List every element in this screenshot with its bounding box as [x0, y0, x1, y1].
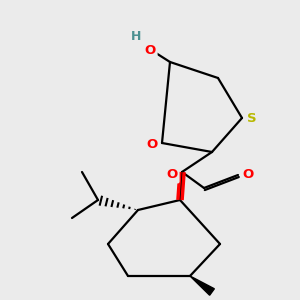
Text: O: O [144, 44, 156, 56]
Text: H: H [131, 29, 141, 43]
Text: O: O [167, 169, 178, 182]
Text: S: S [247, 112, 257, 124]
Text: O: O [146, 139, 158, 152]
Polygon shape [190, 276, 214, 295]
Text: O: O [242, 169, 253, 182]
